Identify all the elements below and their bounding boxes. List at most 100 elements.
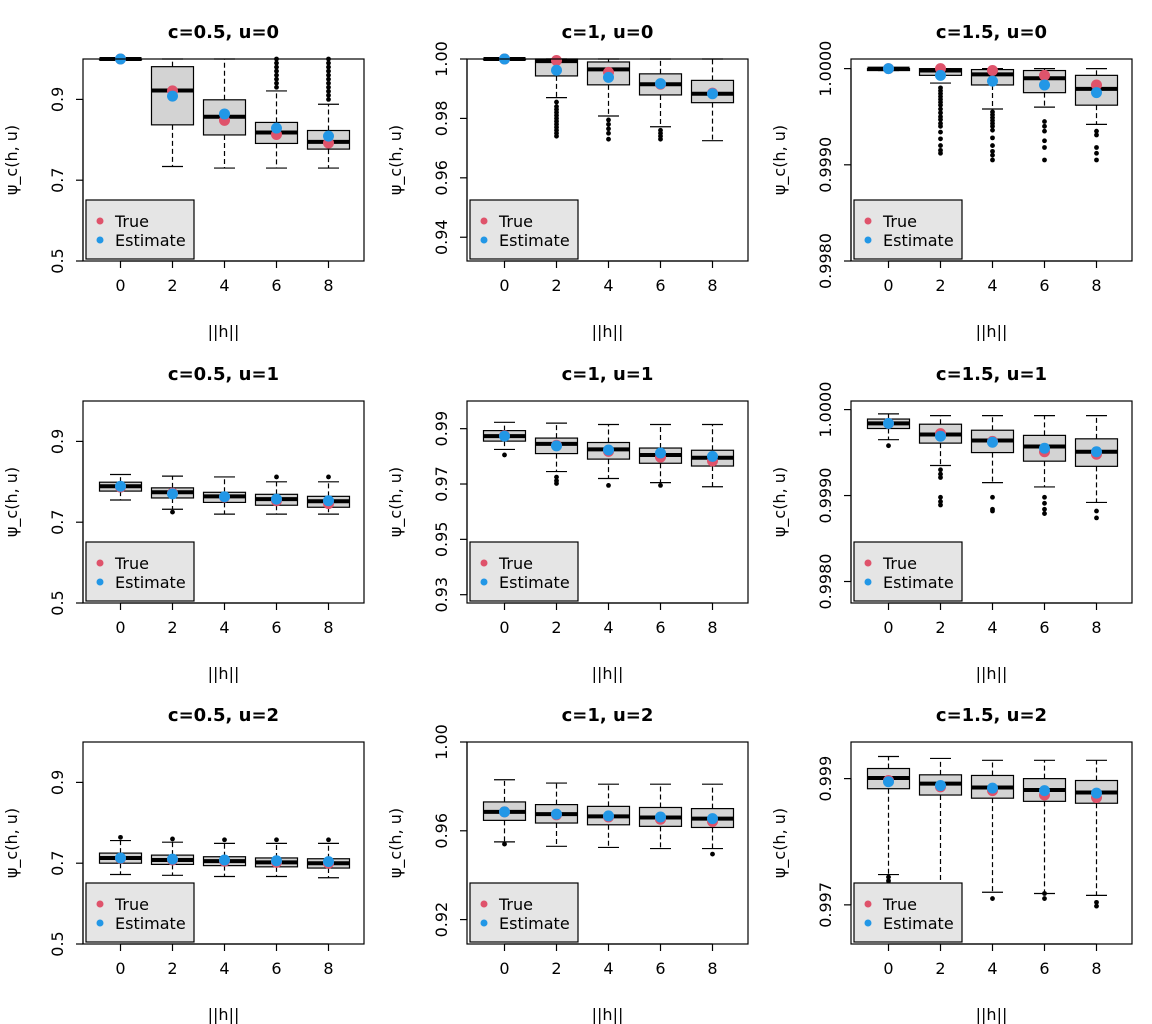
y-tick-label: 0.9980 — [816, 233, 835, 289]
estimate-point — [551, 440, 562, 452]
outlier-point — [274, 68, 279, 74]
outlier-point — [554, 133, 559, 139]
boxplot-8 — [1074, 415, 1119, 521]
estimate-point — [655, 447, 666, 459]
x-tick-label: 4 — [603, 276, 613, 295]
outlier-point — [274, 80, 279, 86]
x-tick-label: 8 — [323, 276, 333, 295]
legend-true-label: True — [114, 554, 149, 573]
outlier-point — [326, 76, 331, 82]
estimate-point — [603, 810, 614, 822]
legend-estimate-label: Estimate — [499, 914, 570, 933]
outlier-point — [990, 123, 995, 129]
outlier-point — [1042, 494, 1047, 500]
x-tick-label: 8 — [1091, 276, 1101, 295]
estimate-point — [323, 495, 334, 507]
y-tick-label: 0.9 — [48, 429, 67, 454]
boxplot-4 — [970, 415, 1015, 514]
outlier-point — [502, 452, 507, 458]
x-tick-label: 2 — [167, 276, 177, 295]
outlier-point — [1042, 157, 1047, 163]
outlier-point — [274, 60, 279, 66]
x-tick-label: 6 — [1039, 276, 1049, 295]
x-tick-label: 6 — [271, 959, 281, 978]
y-tick-label: 0.92 — [432, 902, 451, 938]
y-tick-label: 0.9 — [48, 87, 67, 112]
outlier-point — [1094, 157, 1099, 163]
true-point — [551, 54, 562, 66]
estimate-point — [167, 853, 178, 865]
x-tick-label: 6 — [1039, 959, 1049, 978]
legend-estimate-label: Estimate — [883, 914, 954, 933]
outlier-point — [326, 474, 331, 480]
legend-true-marker — [480, 900, 488, 908]
outlier-point — [990, 494, 995, 500]
legend-estimate-marker — [864, 578, 872, 586]
panel-title: c=1.5, u=1 — [936, 364, 1047, 385]
outlier-point — [326, 92, 331, 98]
legend-box — [469, 199, 579, 260]
y-tick-label: 0.7 — [48, 167, 67, 192]
legend-estimate-marker — [480, 919, 488, 927]
outlier-point — [938, 471, 943, 477]
x-tick-label: 6 — [271, 618, 281, 637]
legend-true-label: True — [498, 895, 533, 914]
outlier-point — [990, 127, 995, 133]
legend-true-label: True — [882, 212, 917, 231]
panel-8: c=1, u=2 0 2 4 6 8 ||h|| 0.92 0.96 1.00 ψ_c(h, u) T… — [386, 705, 749, 1024]
y-tick-label: 0.97 — [432, 466, 451, 502]
legend-true-label: True — [882, 895, 917, 914]
legend-estimate-marker — [96, 919, 104, 927]
outlier-point — [1094, 132, 1099, 138]
legend-true-marker — [96, 217, 104, 225]
y-tick-label: 1.0000 — [816, 41, 835, 97]
outlier-point — [170, 836, 175, 842]
panel-6: c=1.5, u=1 0 2 4 6 8 ||h|| 0.9980 0.9990 1.0000 ψ_… — [770, 364, 1133, 683]
outlier-point — [938, 475, 943, 480]
boxplot-2 — [918, 68, 963, 156]
legend-estimate-label: Estimate — [499, 573, 570, 592]
outlier-point — [326, 80, 331, 86]
x-tick-label: 0 — [499, 618, 509, 637]
x-tick-label: 4 — [987, 618, 997, 637]
x-tick-label: 2 — [551, 618, 561, 637]
outlier-point — [938, 150, 943, 156]
boxplot-2 — [534, 422, 579, 486]
x-axis-label: ||h|| — [976, 664, 1008, 683]
outlier-point — [326, 72, 331, 78]
y-tick-label: 0.999 — [816, 756, 835, 802]
x-tick-label: 2 — [935, 618, 945, 637]
legend-estimate-label: Estimate — [115, 914, 186, 933]
boxplot-6 — [1022, 759, 1067, 901]
estimate-point — [1091, 87, 1102, 99]
x-tick-label: 8 — [1091, 959, 1101, 978]
estimate-point — [167, 488, 178, 500]
outlier-point — [554, 474, 559, 480]
x-tick-label: 8 — [707, 959, 717, 978]
y-tick-label: 0.94 — [432, 219, 451, 255]
y-tick-label: 0.7 — [48, 509, 67, 534]
legend-box — [469, 541, 579, 602]
outlier-point — [606, 130, 611, 136]
legend-box — [853, 541, 963, 602]
estimate-point — [987, 782, 998, 794]
outlier-point — [1042, 891, 1047, 896]
outlier-point — [1042, 145, 1047, 150]
y-tick-label: 0.9990 — [816, 137, 835, 193]
estimate-point — [499, 430, 510, 442]
outlier-point — [326, 84, 331, 90]
panel-title: c=0.5, u=0 — [168, 22, 279, 43]
outlier-point — [326, 88, 331, 94]
outlier-point — [886, 443, 891, 449]
estimate-point — [271, 855, 282, 867]
panel-5: c=1, u=1 0 2 4 6 8 ||h|| 0.93 0.95 0.97 0.99 ψ_c(h,… — [386, 364, 749, 683]
legend-true-marker — [96, 559, 104, 567]
outlier-point — [938, 143, 943, 148]
y-tick-label: 1.00 — [432, 41, 451, 77]
boxplot-8 — [306, 56, 351, 169]
outlier-point — [1042, 506, 1047, 512]
